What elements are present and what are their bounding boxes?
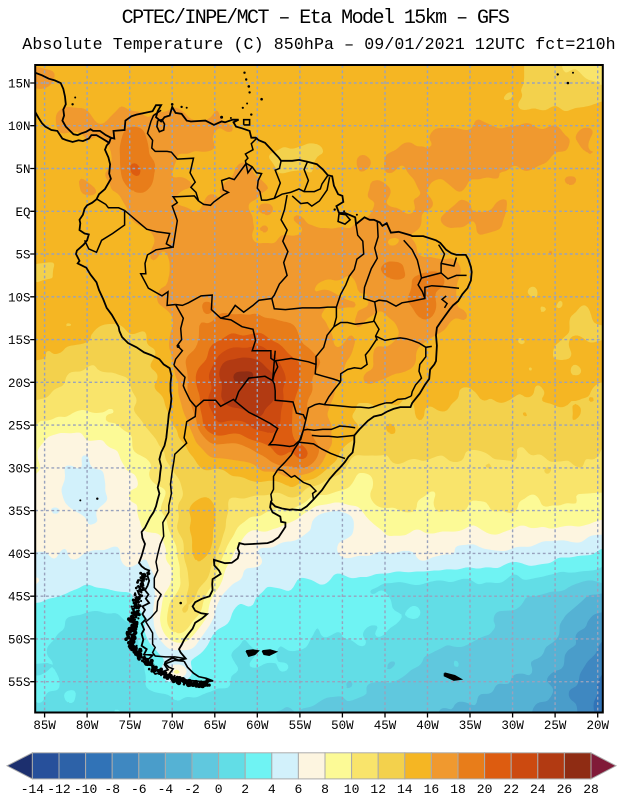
svg-text:12: 12	[370, 782, 386, 797]
svg-text:45W: 45W	[374, 719, 397, 733]
svg-text:60W: 60W	[246, 719, 269, 733]
svg-text:10: 10	[344, 782, 360, 797]
svg-text:-2: -2	[184, 782, 200, 797]
svg-text:-4: -4	[158, 782, 174, 797]
svg-text:20S: 20S	[8, 377, 31, 391]
svg-text:25W: 25W	[544, 719, 567, 733]
svg-text:-8: -8	[104, 782, 120, 797]
svg-text:35W: 35W	[459, 719, 482, 733]
svg-text:25S: 25S	[8, 420, 31, 434]
svg-text:28: 28	[583, 782, 599, 797]
svg-text:-10: -10	[74, 782, 97, 797]
svg-text:20: 20	[477, 782, 493, 797]
svg-text:-6: -6	[131, 782, 147, 797]
svg-text:30S: 30S	[8, 462, 31, 476]
svg-text:24: 24	[530, 782, 546, 797]
svg-text:5N: 5N	[15, 163, 30, 177]
svg-text:40W: 40W	[416, 719, 439, 733]
svg-text:14: 14	[397, 782, 413, 797]
svg-text:55S: 55S	[8, 676, 31, 690]
svg-text:50W: 50W	[331, 719, 354, 733]
svg-text:4: 4	[268, 782, 276, 797]
svg-text:10N: 10N	[8, 120, 31, 134]
svg-text:18: 18	[450, 782, 466, 797]
svg-text:8: 8	[321, 782, 329, 797]
svg-text:Absolute Temperature (C) 850hP: Absolute Temperature (C) 850hPa – 09/01/…	[22, 35, 615, 54]
svg-text:50S: 50S	[8, 633, 31, 647]
svg-text:CPTEC/INPE/MCT – Eta Model 15: CPTEC/INPE/MCT – Eta Model 15km – GFS	[122, 7, 510, 30]
svg-text:0: 0	[215, 782, 223, 797]
svg-text:22: 22	[503, 782, 519, 797]
svg-text:6: 6	[294, 782, 302, 797]
svg-text:-14: -14	[21, 782, 45, 797]
svg-text:20W: 20W	[586, 719, 609, 733]
svg-text:16: 16	[424, 782, 440, 797]
svg-text:45S: 45S	[8, 591, 31, 605]
svg-text:10S: 10S	[8, 291, 31, 305]
svg-text:70W: 70W	[161, 719, 184, 733]
svg-text:85W: 85W	[33, 719, 56, 733]
svg-text:55W: 55W	[289, 719, 312, 733]
svg-text:15N: 15N	[8, 78, 31, 92]
svg-text:75W: 75W	[118, 719, 141, 733]
svg-text:-12: -12	[47, 782, 70, 797]
svg-text:2: 2	[241, 782, 249, 797]
svg-text:35S: 35S	[8, 505, 31, 519]
svg-text:65W: 65W	[204, 719, 227, 733]
svg-text:26: 26	[557, 782, 573, 797]
svg-text:5S: 5S	[15, 249, 30, 263]
svg-text:30W: 30W	[501, 719, 524, 733]
svg-text:15S: 15S	[8, 334, 31, 348]
svg-text:80W: 80W	[76, 719, 99, 733]
svg-text:EQ: EQ	[15, 206, 30, 220]
svg-text:40S: 40S	[8, 548, 31, 562]
